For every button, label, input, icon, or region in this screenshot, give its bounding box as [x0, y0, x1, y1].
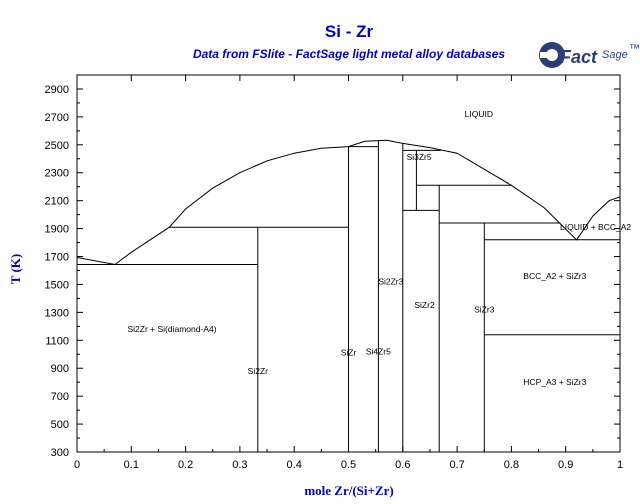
phase-label: SiZr3: [474, 304, 495, 314]
x-tick-label: 0.8: [504, 459, 519, 471]
phase-label: Si4Zr5: [366, 346, 391, 356]
phase-label: Si2Zr + Si(diamond-A4): [128, 324, 217, 334]
phase-labels: LIQUID Si3Zr5 LIQUID + BCC_A2 BCC_A2 + SiZr…: [128, 109, 632, 387]
y-axis-label: T (K): [8, 254, 23, 284]
y-tick-label: 2100: [45, 196, 69, 208]
x-tick-label: 0.7: [449, 459, 464, 471]
chart-subtitle: Data from FSlite - FactSage light metal …: [193, 47, 505, 61]
x-tick-label: 0.4: [287, 459, 302, 471]
y-tick-label: 2500: [45, 140, 69, 152]
phase-label: LIQUID + BCC_A2: [560, 222, 631, 232]
y-tick-label: 2700: [45, 112, 69, 124]
y-tick-label: 2300: [45, 168, 69, 180]
x-tick-label: 0.1: [124, 459, 139, 471]
chart-title: Si - Zr: [325, 22, 374, 41]
logo-sup: Sage: [602, 49, 628, 61]
y-tick-label: 1700: [45, 252, 69, 264]
phase-label: BCC_A2 + SiZr3: [523, 271, 586, 281]
y-tick-label: 1100: [45, 335, 69, 347]
factsage-logo: Fact Sage ™: [539, 42, 640, 68]
y-tick-label: 500: [51, 419, 69, 431]
y-tick-label: 1300: [45, 307, 69, 319]
phase-boundaries: [76, 139, 621, 452]
x-tick-label: 1: [617, 459, 623, 471]
x-tick-label: 0: [74, 459, 80, 471]
x-tick-label: 0.6: [395, 459, 410, 471]
phase-label: LIQUID: [465, 109, 493, 119]
y-tick-label: 900: [51, 363, 69, 375]
x-tick-label: 0.2: [178, 459, 193, 471]
phase-label: SiZr: [341, 348, 357, 358]
phase-label: Si3Zr5: [407, 152, 432, 162]
x-tick-label: 0.5: [341, 459, 356, 471]
logo-trademark: ™: [629, 43, 640, 55]
phase-label: Si2Zr: [248, 366, 268, 376]
phase-label: HCP_A3 + SiZr3: [523, 377, 586, 387]
phase-label: Si2Zr3: [378, 276, 403, 286]
x-axis-label: mole Zr/(Si+Zr): [304, 483, 393, 498]
phase-line-liquidus: [76, 139, 621, 266]
y-tick-label: 1900: [45, 224, 69, 236]
gear-icon: [539, 42, 565, 68]
y-tick-label: 2900: [45, 84, 69, 96]
y-tick-label: 1500: [45, 279, 69, 291]
y-tick-label: 700: [51, 391, 69, 403]
x-tick-label: 0.9: [558, 459, 573, 471]
logo-text: Fact: [560, 47, 598, 67]
x-tick-label: 0.3: [232, 459, 247, 471]
y-tick-label: 300: [51, 447, 69, 459]
phase-label: SiZr2: [414, 300, 435, 310]
